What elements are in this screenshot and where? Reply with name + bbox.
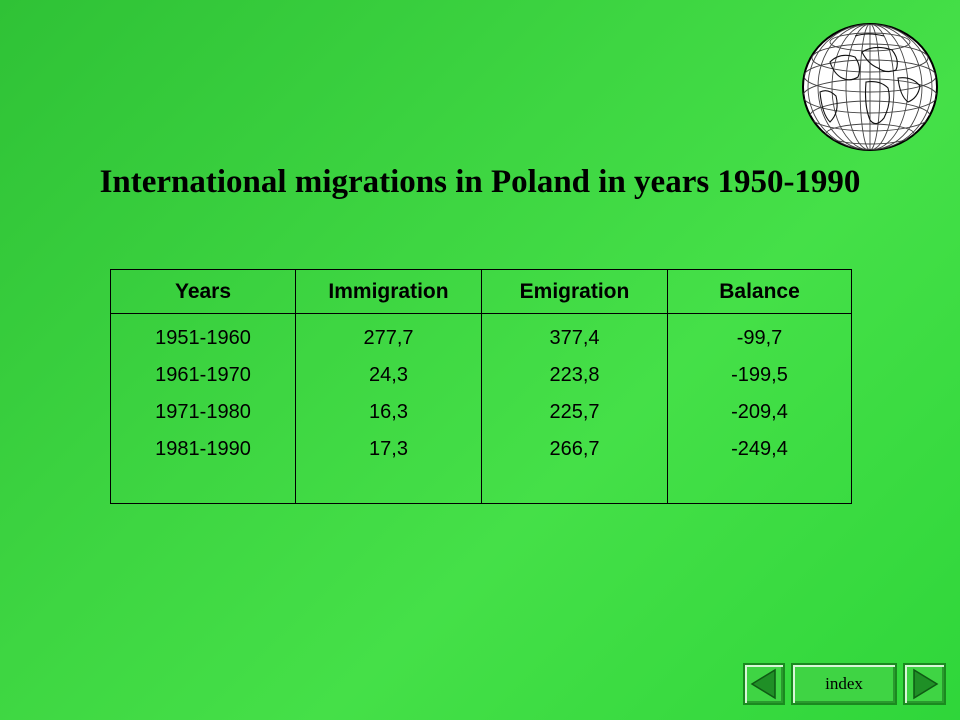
index-button[interactable]: index — [791, 663, 897, 705]
years-value: 1971-1980 — [155, 401, 251, 423]
immigration-value: 277,7 — [363, 327, 414, 349]
page-title: International migrations in Poland in ye… — [99, 164, 861, 200]
previous-slide-button[interactable] — [743, 663, 785, 705]
years-value: 1981-1990 — [155, 438, 251, 460]
years-value: 1951-1960 — [155, 327, 251, 349]
balance-value: -99,7 — [736, 327, 783, 349]
emigration-value: 223,8 — [549, 364, 600, 386]
years-value: 1961-1970 — [155, 364, 251, 386]
migration-table: Years Immigration Emigration Balance 195… — [110, 269, 852, 504]
index-label: index — [825, 674, 863, 693]
table-header-row: Years Immigration Emigration Balance — [110, 269, 852, 314]
balance-value: -249,4 — [731, 438, 788, 460]
immigration-value: 17,3 — [369, 438, 408, 460]
next-slide-button[interactable] — [903, 663, 946, 705]
immigration-cell: 277,7 24,3 16,3 17,3 — [295, 313, 482, 504]
balance-value: -209,4 — [731, 401, 788, 423]
table-row: 1951-1960 1961-1970 1971-1980 1981-1990 … — [110, 313, 852, 504]
balance-value: -199,5 — [731, 364, 788, 386]
emigration-cell: 377,4 223,8 225,7 266,7 — [481, 313, 668, 504]
header-immigration: Immigration — [295, 269, 482, 314]
migration-table-grid: Years Immigration Emigration Balance 195… — [110, 269, 852, 504]
header-emigration: Emigration — [481, 269, 668, 314]
triangle-left-icon — [750, 668, 776, 700]
immigration-value: 16,3 — [369, 401, 408, 423]
immigration-value: 24,3 — [369, 364, 408, 386]
years-cell: 1951-1960 1961-1970 1971-1980 1981-1990 — [110, 313, 296, 504]
emigration-value: 225,7 — [549, 401, 600, 423]
header-years: Years — [110, 269, 296, 314]
header-balance: Balance — [667, 269, 852, 314]
emigration-value: 377,4 — [549, 327, 600, 349]
emigration-value: 266,7 — [549, 438, 600, 460]
balance-cell: -99,7 -199,5 -209,4 -249,4 — [667, 313, 852, 504]
globe-icon — [800, 22, 940, 152]
triangle-right-icon — [913, 668, 939, 700]
